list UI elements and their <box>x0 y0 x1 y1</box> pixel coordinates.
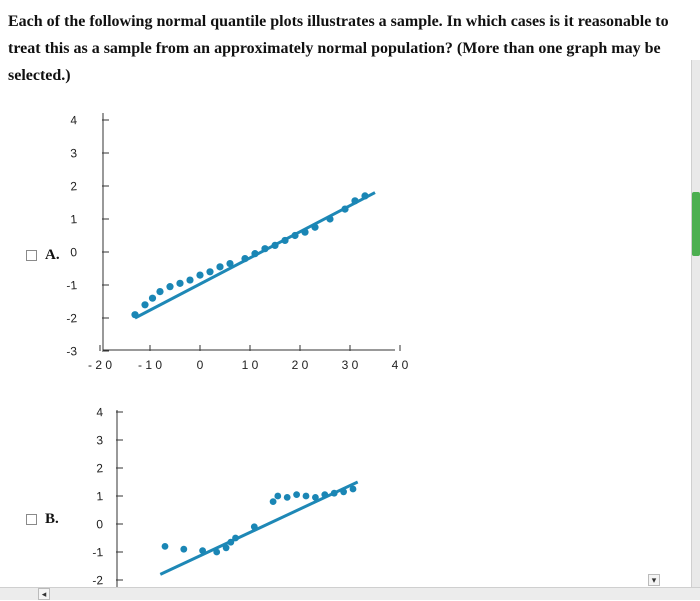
plot-a-y-tick-label: -3 <box>66 344 78 359</box>
plot-a-data-point <box>148 294 157 302</box>
plot-b-data-point <box>161 543 169 550</box>
plot-b-data-point <box>232 534 239 542</box>
plot-b-data-point <box>293 491 300 498</box>
plot-a-data-point <box>251 250 259 258</box>
option-a-checkbox[interactable] <box>26 250 37 261</box>
plot-b-data-point <box>349 485 357 493</box>
plot-a-data-point <box>351 197 359 205</box>
quantile-plot-a: 4 3 2 1 0 -1 -2 -3 - 2 0 - 1 0 0 1 0 2 0 3 0 4 0 <box>66 113 409 372</box>
vertical-scrollbar-thumb[interactable] <box>692 192 700 256</box>
plot-a-data-point <box>131 311 139 319</box>
plot-b-y-tick-label: -2 <box>92 573 104 588</box>
plot-a-data-point <box>186 276 194 284</box>
plot-a-data-point <box>341 205 349 213</box>
plot-a-data-point <box>261 245 269 253</box>
plot-a-data-point <box>166 283 174 291</box>
option-b-label: B. <box>45 511 59 527</box>
plot-a-data-point <box>241 255 249 263</box>
plot-a-y-tick-label: -2 <box>66 311 78 326</box>
plot-a-data-point <box>206 268 214 276</box>
plot-b-data-point <box>274 492 282 500</box>
plot-b-y-tick-label: 2 <box>96 461 104 475</box>
plot-a-data-point <box>196 271 204 279</box>
plot-a-data-point <box>271 241 279 249</box>
plot-a-data-point <box>326 215 334 223</box>
plot-a-data-point <box>176 279 184 287</box>
plot-a-x-tick-label: 0 <box>197 358 204 372</box>
plot-b-reference-line <box>159 480 359 576</box>
plot-b-data-point <box>330 489 338 497</box>
option-b[interactable]: B. <box>26 511 59 528</box>
plot-a-y-tick-label: 2 <box>70 179 78 193</box>
option-a[interactable]: A. <box>26 247 60 264</box>
plot-a-x-tick-label: - 2 0 <box>88 358 112 372</box>
plot-b-data-point <box>199 547 207 554</box>
horizontal-scrollbar[interactable]: ◂ ▾ <box>0 574 700 600</box>
plot-a-x-tick-label: 4 0 <box>392 358 409 372</box>
plot-b-y-tick-label: 1 <box>96 489 104 503</box>
plot-b-data-point <box>302 492 310 500</box>
plot-a-x-tick-label: 2 0 <box>292 358 309 372</box>
plot-b-y-tick-label: 3 <box>96 433 104 447</box>
quantile-plot-b: 4 3 2 1 0 -1 -2 <box>92 405 359 592</box>
plot-b-data-point <box>321 491 329 498</box>
plot-a-data-point <box>281 236 289 245</box>
option-b-checkbox[interactable] <box>26 514 37 525</box>
plot-b-data-point <box>180 545 188 553</box>
plot-a-data-point <box>226 259 234 268</box>
plot-b-y-tick-label: 0 <box>96 517 104 531</box>
plot-b-data-point <box>222 544 230 552</box>
plot-a-y-tick-label: 4 <box>70 113 78 127</box>
plot-b-y-tick-label: 4 <box>96 405 104 419</box>
plot-a-data-point <box>361 192 369 200</box>
plot-a-x-tick-label: 3 0 <box>342 358 359 372</box>
plot-a-y-tick-label: 1 <box>70 212 78 226</box>
plot-b-data-point <box>312 494 319 501</box>
vertical-scrollbar[interactable] <box>691 60 700 590</box>
plot-b-data-point <box>250 523 258 531</box>
option-a-label: A. <box>45 247 60 263</box>
scroll-left-icon[interactable]: ◂ <box>38 588 50 600</box>
plot-b-data-point <box>227 538 235 546</box>
plot-a-data-point <box>216 263 224 271</box>
plot-a-data-point <box>311 223 319 231</box>
plot-b-data-point <box>340 488 347 496</box>
plot-b-y-tick-label: -1 <box>92 545 104 560</box>
plot-a-data-point <box>301 228 309 236</box>
plot-a-x-tick-label: - 1 0 <box>138 358 162 372</box>
plot-a-data-point <box>141 301 149 309</box>
plot-a-data-point <box>291 231 299 240</box>
plot-a-data-point <box>156 288 164 296</box>
scroll-down-icon[interactable]: ▾ <box>648 574 660 586</box>
plot-a-y-tick-label: -1 <box>66 278 78 293</box>
plot-a-y-tick-label: 0 <box>70 245 78 259</box>
plot-b-data-point <box>269 498 277 505</box>
question-text: Each of the following normal quantile pl… <box>8 13 669 84</box>
plot-b-data-point <box>213 548 221 556</box>
plot-a-y-tick-label: 3 <box>70 146 78 160</box>
plot-a-x-tick-label: 1 0 <box>242 358 259 372</box>
plot-b-data-point <box>283 494 291 501</box>
